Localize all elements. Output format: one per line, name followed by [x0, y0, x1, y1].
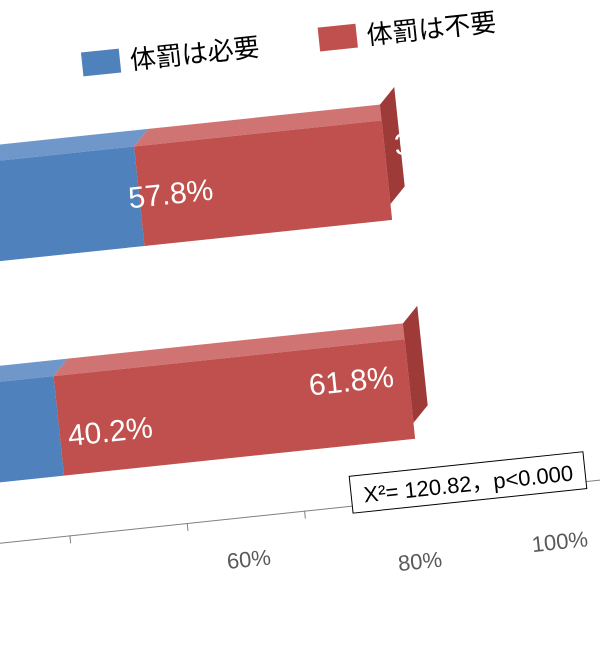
legend-label-necessary: 体罰は必要 — [128, 27, 261, 77]
chi-square-text: X²= 120.82，p<0.000 — [362, 460, 574, 507]
xaxis-label-60: 60% — [226, 545, 273, 575]
legend: 体罰は必要 体罰は不要 — [80, 2, 498, 82]
legend-label-unnecessary: 体罰は不要 — [365, 2, 498, 52]
legend-swatch-necessary — [81, 48, 121, 76]
bar1-seg0-front — [0, 376, 64, 500]
xaxis-tick — [304, 511, 306, 519]
bar0-seg0-front — [0, 147, 145, 282]
xaxis-tick — [187, 523, 189, 531]
legend-item-unnecessary: 体罰は不要 — [317, 2, 498, 57]
legend-item-necessary: 体罰は必要 — [80, 27, 261, 82]
chi-square-stat-box: X²= 120.82，p<0.000 — [349, 451, 588, 514]
xaxis-tick — [69, 535, 71, 543]
xaxis-label-80: 80% — [397, 547, 444, 577]
xaxis-label-100: 100% — [531, 526, 590, 558]
bar0-label1: 36.5% — [393, 120, 481, 163]
chart-stage: 体罰は必要 体罰は不要 57.8% 36.5% 40.2% 61.8% — [0, 0, 600, 630]
legend-swatch-unnecessary — [318, 23, 358, 51]
